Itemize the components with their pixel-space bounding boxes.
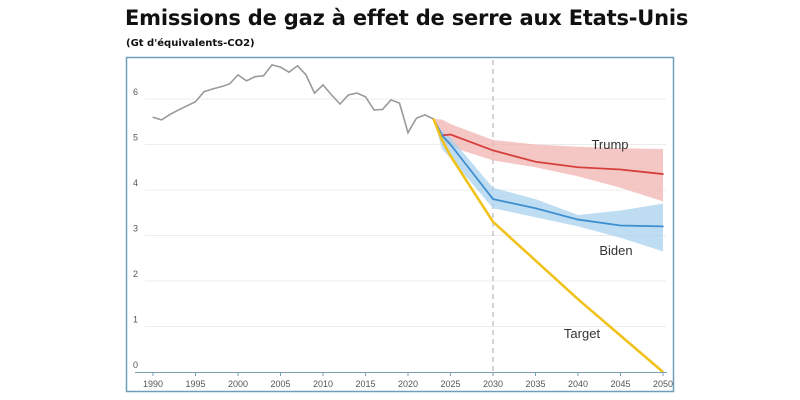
chart-title: Emissions de gaz à effet de serre aux Et…: [125, 6, 689, 30]
trump-point: [662, 173, 664, 175]
trump-line: [432, 118, 664, 175]
biden-point: [662, 225, 664, 228]
historical-point: [194, 101, 197, 103]
historical-point: [415, 117, 418, 119]
x-tick-label: 2025: [440, 379, 460, 389]
historical-point: [262, 75, 265, 77]
target-point: [577, 298, 579, 301]
target-label: Target: [564, 326, 601, 341]
biden-uncertainty-band: [433, 119, 663, 252]
historical-point: [305, 74, 307, 76]
historical-point: [228, 83, 231, 85]
historical-point: [220, 86, 222, 88]
historical-point: [160, 119, 163, 121]
historical-point: [381, 108, 384, 111]
trump-point: [492, 149, 494, 152]
target-point: [449, 155, 452, 157]
x-tick-label: 2020: [398, 379, 418, 389]
chart-subtitle: (Gt d'équivalents-CO2): [126, 38, 255, 49]
historical-point: [152, 116, 154, 118]
historical-emissions-line: [152, 63, 434, 135]
x-tick-label: 2000: [228, 379, 248, 389]
trump-point: [577, 166, 579, 169]
y-tick-label: 5: [133, 133, 138, 143]
x-tick-label: 2040: [568, 379, 588, 389]
y-tick-label: 1: [133, 315, 138, 325]
historical-point: [279, 66, 282, 68]
biden-point: [449, 143, 452, 146]
x-tick-label: 2035: [525, 379, 545, 389]
historical-point: [390, 99, 392, 101]
biden-line: [432, 118, 664, 228]
historical-point: [364, 96, 367, 98]
biden-label: Biden: [599, 243, 632, 258]
trump-point: [449, 133, 452, 136]
historical-point: [203, 91, 205, 93]
trump-point: [619, 168, 622, 171]
y-tick-label: 2: [133, 269, 138, 279]
historical-point: [288, 71, 290, 73]
biden-point: [534, 207, 537, 209]
biden-point: [619, 224, 622, 227]
chart-frame: [125, 56, 675, 393]
x-tick-label: 2005: [270, 379, 290, 389]
target-line: [432, 118, 664, 373]
y-tick-label: 0: [133, 360, 138, 370]
biden-point: [577, 218, 579, 221]
historical-point: [339, 103, 341, 105]
historical-point: [373, 109, 375, 111]
historical-point: [296, 65, 299, 67]
trump-uncertainty-band: [433, 119, 663, 202]
x-tick-label: 2030: [483, 379, 503, 389]
target-point: [492, 221, 494, 223]
historical-point: [271, 64, 273, 66]
historical-point: [398, 102, 401, 104]
x-tick-label: 2010: [313, 379, 333, 389]
x-tick-label: 2015: [355, 379, 375, 389]
x-tick-label: 2050: [653, 379, 673, 389]
historical-point: [245, 80, 248, 82]
historical-point: [211, 88, 214, 90]
target-point: [441, 139, 443, 141]
x-tick-label: 1995: [185, 379, 205, 389]
historical-point: [186, 105, 188, 107]
target-point: [432, 118, 435, 120]
historical-point: [407, 132, 409, 134]
historical-point: [254, 76, 256, 78]
historical-point: [356, 92, 358, 94]
trump-point: [534, 160, 537, 163]
biden-point: [492, 198, 494, 200]
historical-point: [237, 74, 239, 76]
y-tick-label: 3: [133, 224, 138, 234]
trump-label: Trump: [591, 137, 628, 152]
x-tick-label: 1990: [143, 379, 163, 389]
historical-point: [169, 113, 171, 116]
historical-point: [347, 94, 350, 96]
historical-point: [313, 92, 316, 94]
y-tick-label: 4: [133, 178, 138, 188]
historical-point: [177, 109, 180, 111]
x-tick-label: 2045: [610, 379, 630, 389]
historical-point: [322, 84, 324, 86]
historical-point: [424, 114, 426, 116]
y-tick-label: 6: [133, 87, 138, 97]
historical-point: [330, 94, 333, 96]
